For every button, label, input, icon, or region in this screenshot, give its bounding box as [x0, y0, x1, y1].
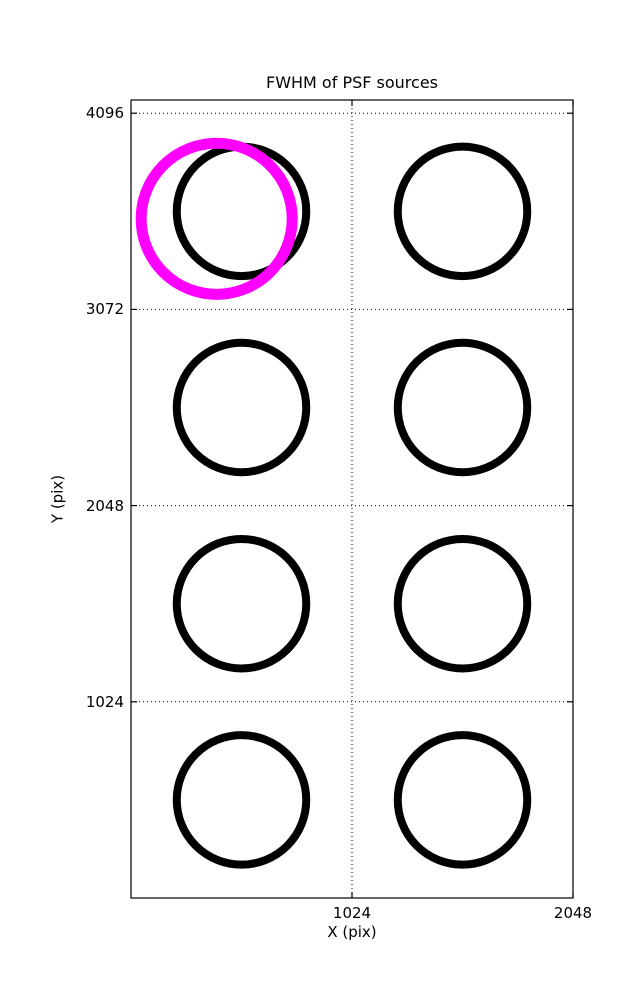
highlight-circle — [135, 137, 298, 300]
psf-source-circle — [172, 731, 311, 869]
x-axis-label: X (pix) — [327, 923, 377, 941]
psf-source-circle — [393, 731, 532, 869]
x-tick-label: 1024 — [332, 904, 372, 922]
axes-border — [130, 99, 574, 899]
chart-title: FWHM of PSF sources — [265, 73, 438, 92]
psf-source-circle — [172, 534, 311, 673]
psf-source-circle — [393, 534, 532, 673]
y-tick-label: 4096 — [85, 104, 124, 123]
y-tick-label: 3072 — [85, 300, 124, 319]
x-tick-label: 2048 — [553, 904, 593, 922]
psf-source-circle — [393, 338, 532, 477]
psf-source-circle — [393, 142, 532, 281]
y-tick-label: 1024 — [85, 692, 124, 711]
y-tick-label: 2048 — [85, 496, 124, 515]
psf-source-circle — [172, 338, 311, 477]
